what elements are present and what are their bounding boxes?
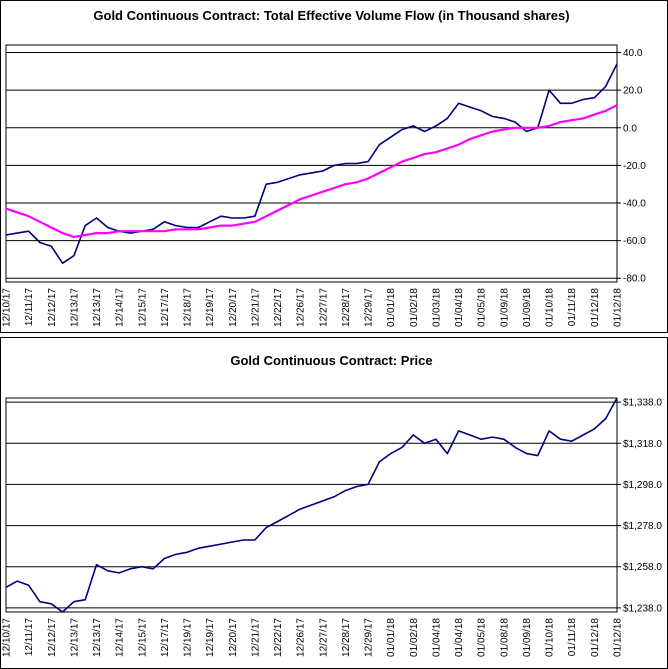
y-tick-label: -20.0 [623, 161, 646, 172]
x-tick-label: 12/29/17 [364, 618, 375, 657]
x-tick-label: 01/01/18 [386, 618, 397, 657]
x-tick-label: 01/05/18 [477, 618, 488, 657]
x-tick-label: 01/09/18 [522, 618, 533, 657]
x-tick-label: 12/18/17 [183, 288, 194, 327]
x-tick-label: 12/17/17 [160, 288, 171, 327]
x-tick-label: 12/13/17 [69, 288, 80, 327]
x-tick-label: 12/13/17 [69, 618, 80, 657]
y-tick-label: -80.0 [623, 274, 646, 285]
x-tick-label: 12/21/17 [250, 288, 261, 327]
x-tick-label: 12/10/17 [2, 288, 13, 327]
x-tick-label: 12/11/17 [24, 618, 35, 657]
x-tick-label: 01/01/18 [386, 288, 397, 327]
x-tick-label: 01/12/18 [590, 618, 601, 657]
x-tick-label: 12/29/17 [364, 288, 375, 327]
x-tick-label: 12/15/17 [137, 288, 148, 327]
chart-title: Gold Continuous Contract: Price [230, 353, 432, 368]
y-tick-label: $1,258.0 [623, 562, 662, 573]
y-tick-label: -60.0 [623, 236, 646, 247]
x-tick-label: 01/04/18 [454, 618, 465, 657]
x-tick-label: 12/19/17 [205, 618, 216, 657]
y-tick-label: $1,298.0 [623, 480, 662, 491]
x-tick-label: 01/03/18 [431, 288, 442, 327]
x-tick-label: 12/19/17 [183, 618, 194, 657]
y-tick-label: $1,238.0 [623, 603, 662, 614]
x-tick-label: 01/05/18 [477, 288, 488, 327]
x-tick-label: 12/28/17 [341, 618, 352, 657]
x-tick-label: 12/11/17 [24, 288, 35, 327]
x-tick-label: 12/10/17 [2, 618, 13, 657]
x-tick-label: 12/17/17 [160, 618, 171, 657]
y-tick-label: $1,318.0 [623, 439, 662, 450]
x-tick-label: 01/02/18 [409, 288, 420, 327]
x-tick-label: 01/10/18 [545, 618, 556, 657]
x-tick-label: 12/27/17 [318, 288, 329, 327]
x-tick-label: 12/26/17 [296, 618, 307, 657]
x-tick-label: 01/04/18 [454, 288, 465, 327]
x-tick-label: 01/09/18 [522, 288, 533, 327]
y-tick-label: $1,338.0 [623, 398, 662, 409]
data-line [5, 397, 618, 613]
x-tick-label: 01/02/18 [409, 618, 420, 657]
data-line [5, 104, 618, 238]
x-tick-label: 12/21/17 [250, 618, 261, 657]
x-tick-label: 12/15/17 [137, 618, 148, 657]
x-tick-label: 01/09/18 [499, 288, 510, 327]
y-tick-label: 0.0 [623, 123, 637, 134]
data-line [5, 63, 618, 264]
x-tick-label: 01/12/18 [613, 288, 624, 327]
x-tick-label: 12/26/17 [296, 288, 307, 327]
x-tick-label: 12/12/17 [47, 288, 58, 327]
x-tick-label: 12/19/17 [205, 288, 216, 327]
chart-title: Gold Continuous Contract: Total Effectiv… [93, 8, 569, 23]
x-tick-label: 01/12/18 [613, 618, 624, 657]
x-tick-label: 12/20/17 [228, 618, 239, 657]
x-tick-label: 12/14/17 [115, 288, 126, 327]
x-tick-label: 12/22/17 [273, 288, 284, 327]
x-tick-label: 01/11/18 [567, 288, 578, 327]
x-tick-label: 12/13/17 [92, 618, 103, 657]
x-tick-label: 12/20/17 [228, 288, 239, 327]
plot-area [5, 44, 618, 283]
x-tick-label: 12/14/17 [115, 618, 126, 657]
x-tick-label: 01/11/18 [567, 618, 578, 657]
x-tick-label: 01/10/18 [545, 288, 556, 327]
y-tick-label: -40.0 [623, 199, 646, 210]
x-tick-label: 01/04/18 [431, 618, 442, 657]
y-tick-label: $1,278.0 [623, 521, 662, 532]
x-tick-label: 12/13/17 [92, 288, 103, 327]
y-tick-label: 40.0 [623, 48, 643, 59]
x-tick-label: 12/27/17 [318, 618, 329, 657]
x-tick-label: 12/28/17 [341, 288, 352, 327]
x-tick-label: 01/08/18 [499, 618, 510, 657]
x-tick-label: 12/12/17 [47, 618, 58, 657]
x-tick-label: 12/22/17 [273, 618, 284, 657]
x-tick-label: 01/12/18 [590, 288, 601, 327]
y-tick-label: 20.0 [623, 86, 643, 97]
